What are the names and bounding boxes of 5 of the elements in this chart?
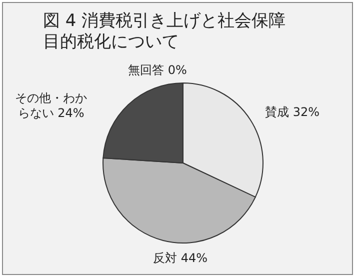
slice-label: 賛成 32%	[265, 105, 320, 120]
category-label: 無回答 0%	[128, 63, 187, 77]
slice-label: 反対 44%	[153, 251, 208, 266]
chart-title: 図 4 消費税引き上げと社会保障目的税化について	[43, 11, 287, 53]
slice-label: その他・わからない 24%	[15, 91, 87, 121]
